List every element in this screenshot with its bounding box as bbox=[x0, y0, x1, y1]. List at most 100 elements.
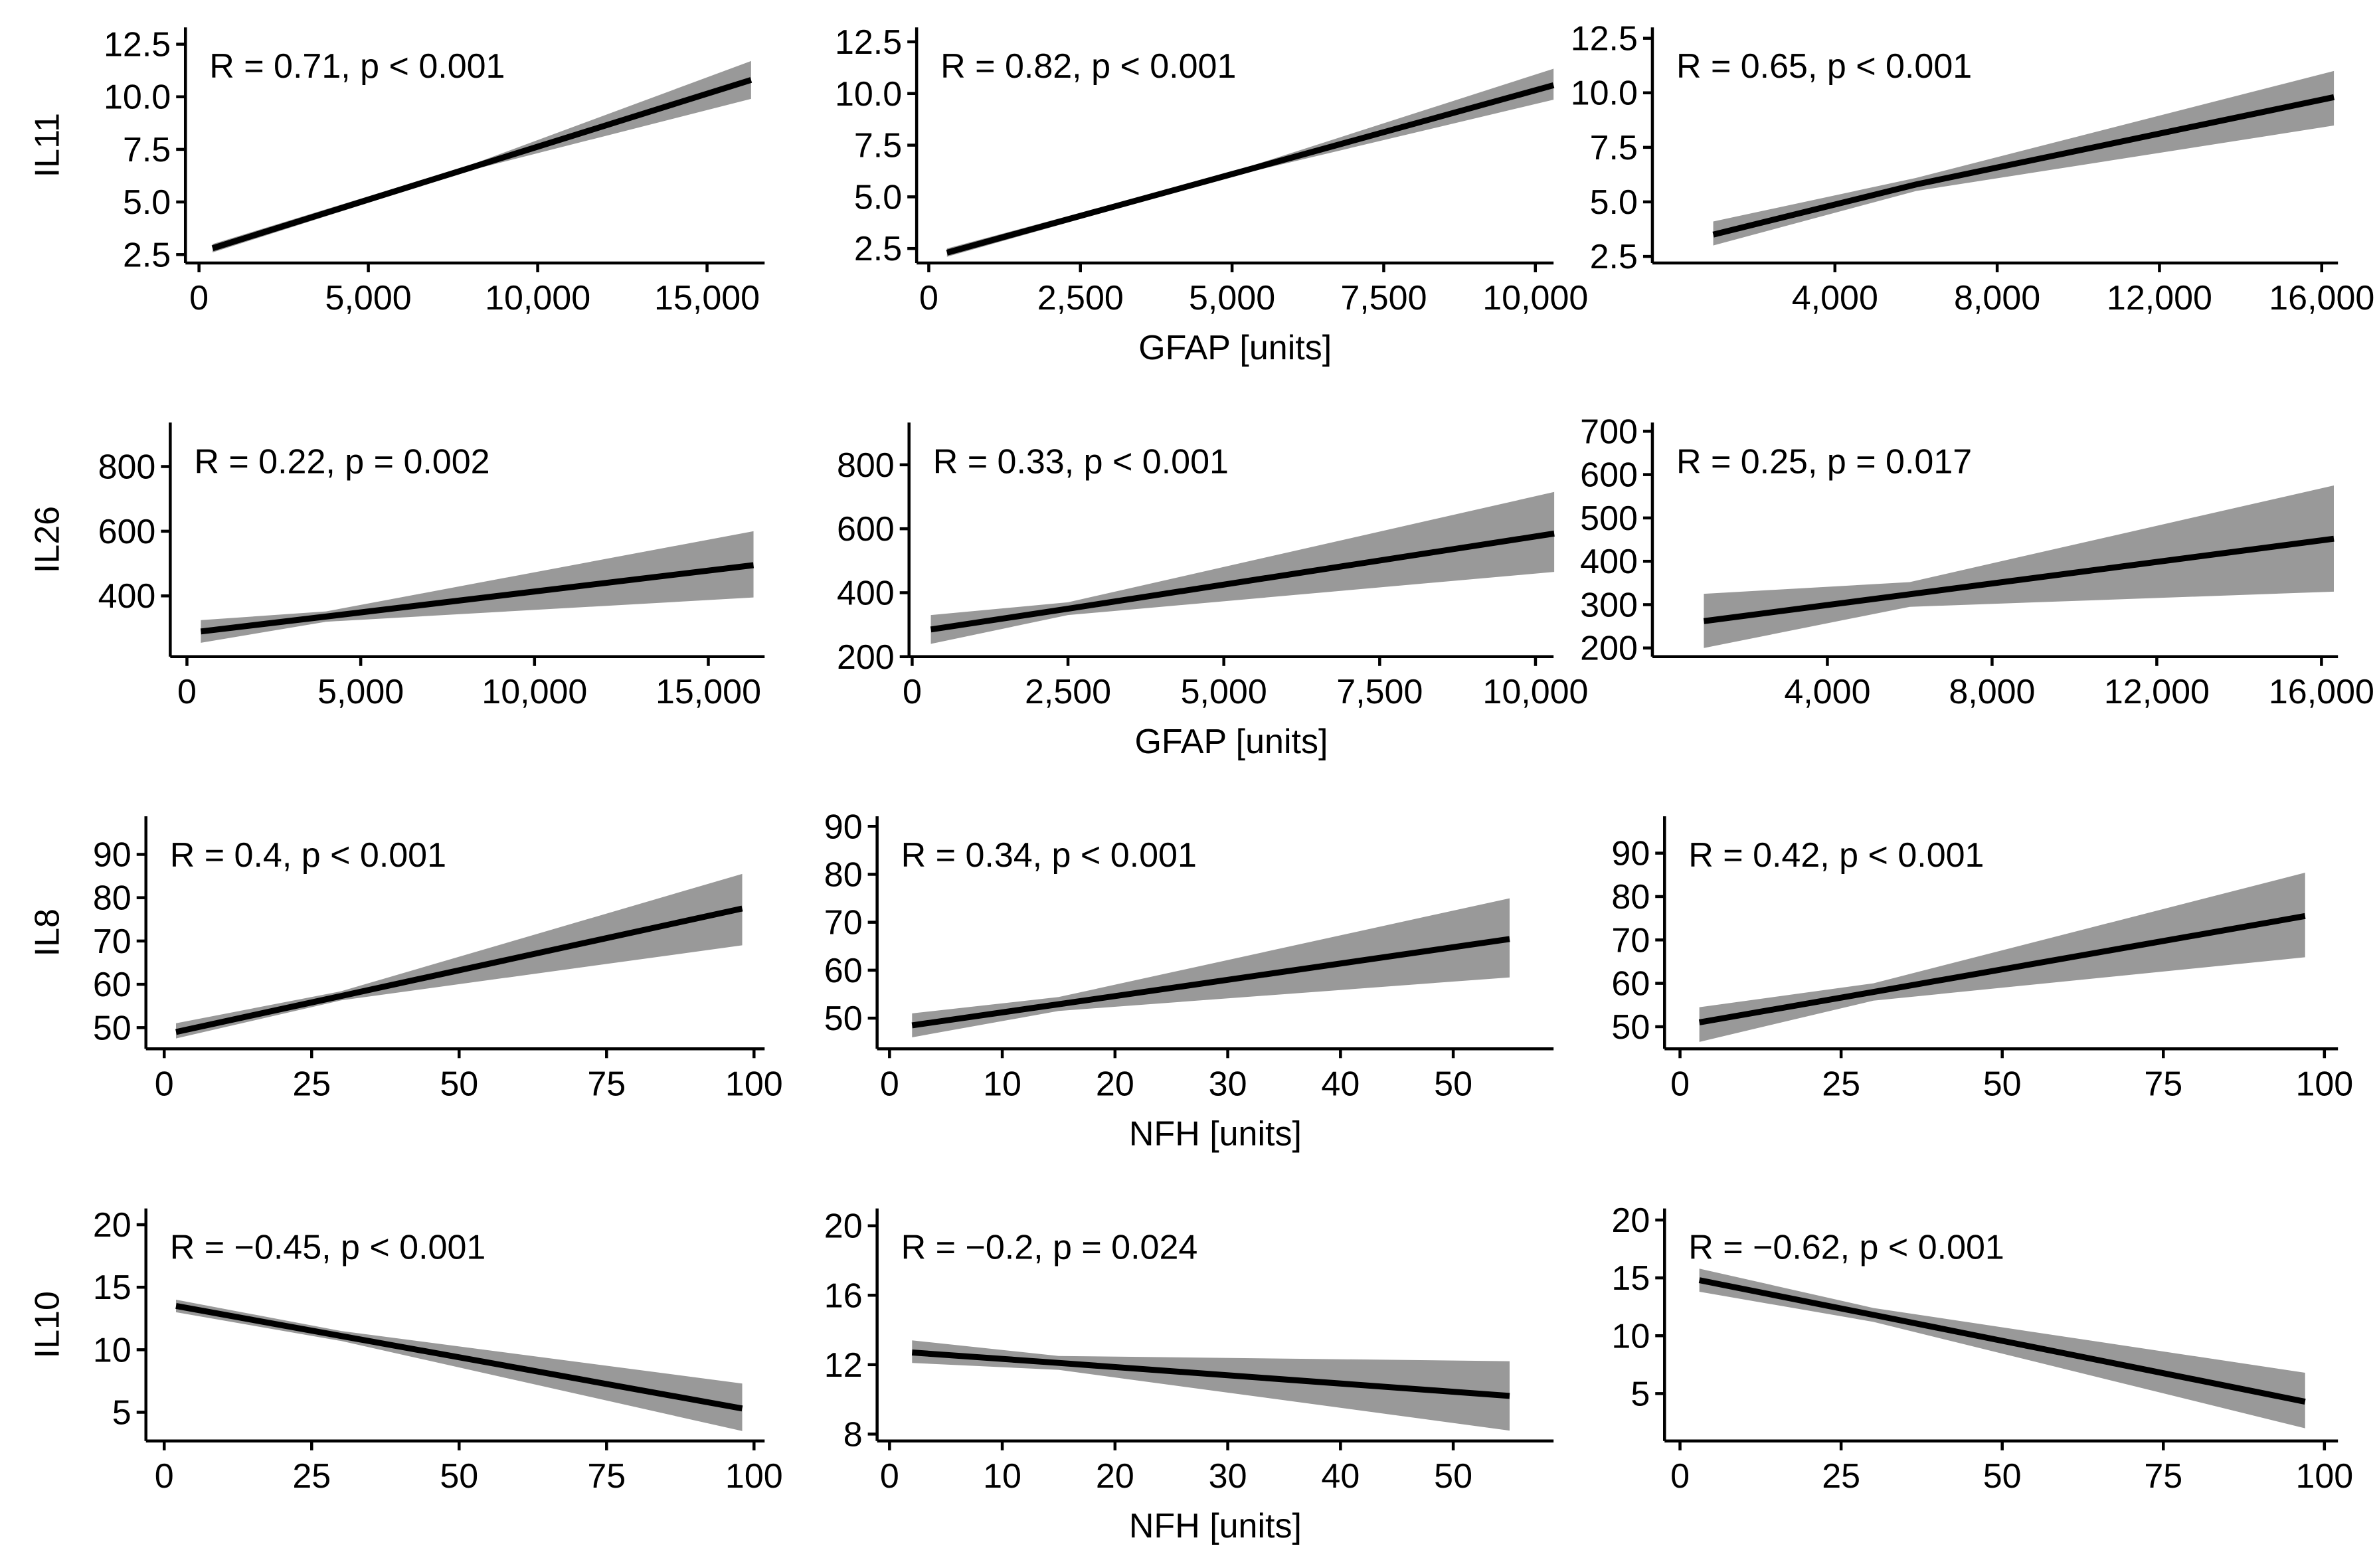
x-tick-label: 100 bbox=[2295, 1457, 2353, 1496]
x-tick-label: 25 bbox=[292, 1065, 331, 1103]
y-tick-label: 60 bbox=[93, 966, 132, 1004]
x-tick-label: 5,000 bbox=[1181, 673, 1267, 711]
x-tick-label: 20 bbox=[1096, 1457, 1134, 1496]
y-axis-title: IL26 bbox=[29, 506, 67, 573]
regression-line bbox=[175, 905, 743, 1035]
x-tick-label: 25 bbox=[1822, 1457, 1860, 1496]
x-tick-label: 15,000 bbox=[656, 673, 761, 711]
y-tick-label: 20 bbox=[1611, 1201, 1650, 1240]
x-tick-label: 7,500 bbox=[1336, 673, 1423, 711]
y-tick-label: 12.5 bbox=[835, 23, 902, 62]
y-tick-label: 10.0 bbox=[104, 78, 171, 117]
y-tick-label: 10.0 bbox=[1571, 74, 1638, 113]
y-tick-label: 80 bbox=[1611, 878, 1650, 916]
y-tick-label: 800 bbox=[837, 446, 895, 485]
x-tick-label: 5,000 bbox=[325, 279, 412, 317]
x-tick-label: 25 bbox=[1822, 1065, 1860, 1103]
y-tick-label: 60 bbox=[824, 952, 863, 990]
x-tick-label: 75 bbox=[587, 1065, 626, 1103]
y-axis-title: IL8 bbox=[29, 909, 67, 956]
annotation: R = 0.22, p = 0.002 bbox=[194, 442, 489, 481]
y-tick-label: 2.5 bbox=[854, 230, 902, 268]
y-tick-label: 90 bbox=[824, 808, 863, 846]
annotation: R = −0.62, p < 0.001 bbox=[1688, 1229, 2004, 1267]
y-tick-label: 400 bbox=[1580, 543, 1638, 581]
x-tick-label: 25 bbox=[292, 1457, 331, 1496]
x-axis-title: GFAP [units] bbox=[1134, 723, 1328, 761]
x-axis-title: NFH [units] bbox=[1129, 1114, 1302, 1153]
x-tick-label: 8,000 bbox=[1954, 279, 2040, 317]
y-tick-label: 12.5 bbox=[1571, 20, 1638, 58]
y-tick-label: 70 bbox=[824, 904, 863, 942]
y-tick-label: 2.5 bbox=[1590, 238, 1638, 276]
x-tick-label: 15,000 bbox=[654, 279, 760, 317]
y-tick-label: 7.5 bbox=[123, 131, 171, 169]
x-tick-label: 0 bbox=[177, 673, 197, 711]
x-tick-label: 75 bbox=[587, 1457, 626, 1496]
annotation: R = 0.42, p < 0.001 bbox=[1688, 836, 1984, 875]
y-tick-label: 50 bbox=[93, 1009, 132, 1047]
y-tick-label: 600 bbox=[98, 513, 156, 551]
regression-line bbox=[1698, 1277, 2306, 1405]
x-tick-label: 30 bbox=[1209, 1065, 1247, 1103]
x-tick-label: 100 bbox=[725, 1457, 783, 1496]
y-tick-label: 500 bbox=[1580, 499, 1638, 538]
y-tick-label: 5.0 bbox=[854, 178, 902, 217]
y-tick-label: 12.5 bbox=[104, 26, 171, 64]
x-tick-label: 2,500 bbox=[1025, 673, 1111, 711]
annotation: R = 0.82, p < 0.001 bbox=[940, 47, 1236, 86]
x-tick-label: 4,000 bbox=[1784, 673, 1870, 711]
y-tick-label: 70 bbox=[93, 922, 132, 961]
x-tick-label: 50 bbox=[440, 1065, 478, 1103]
x-tick-label: 50 bbox=[1983, 1065, 2022, 1103]
y-tick-label: 15 bbox=[1611, 1259, 1650, 1298]
x-tick-label: 4,000 bbox=[1792, 279, 1878, 317]
x-tick-label: 40 bbox=[1321, 1065, 1360, 1103]
y-tick-label: 12 bbox=[824, 1346, 863, 1385]
confidence-band bbox=[201, 531, 754, 643]
y-tick-label: 10 bbox=[93, 1331, 132, 1369]
annotation: R = 0.25, p = 0.017 bbox=[1676, 442, 1972, 481]
y-tick-label: 700 bbox=[1580, 412, 1638, 451]
x-tick-label: 0 bbox=[880, 1457, 899, 1496]
x-tick-label: 0 bbox=[880, 1065, 899, 1103]
y-tick-label: 200 bbox=[1580, 630, 1638, 668]
x-tick-label: 50 bbox=[1983, 1457, 2022, 1496]
x-tick-label: 75 bbox=[2144, 1065, 2182, 1103]
y-tick-label: 600 bbox=[837, 510, 895, 549]
annotation: R = 0.4, p < 0.001 bbox=[170, 836, 446, 875]
x-tick-label: 0 bbox=[189, 279, 209, 317]
x-tick-label: 0 bbox=[919, 279, 938, 317]
x-tick-label: 50 bbox=[1434, 1065, 1472, 1103]
regression-line bbox=[211, 77, 752, 252]
regression-line bbox=[1703, 535, 2335, 624]
x-tick-label: 10 bbox=[983, 1065, 1021, 1103]
confidence-band bbox=[912, 1340, 1510, 1431]
y-tick-label: 5.0 bbox=[123, 183, 171, 222]
y-tick-label: 90 bbox=[1611, 835, 1650, 873]
y-tick-label: 400 bbox=[837, 574, 895, 612]
x-tick-label: 75 bbox=[2144, 1457, 2182, 1496]
x-tick-label: 100 bbox=[725, 1065, 783, 1103]
x-axis-title: GFAP [units] bbox=[1138, 329, 1332, 367]
x-tick-label: 5,000 bbox=[1189, 279, 1275, 317]
annotation: R = 0.71, p < 0.001 bbox=[209, 47, 505, 86]
x-tick-label: 10,000 bbox=[1482, 673, 1588, 711]
x-tick-label: 12,000 bbox=[2107, 279, 2212, 317]
x-tick-label: 0 bbox=[1670, 1457, 1690, 1496]
y-tick-label: 10 bbox=[1611, 1317, 1650, 1355]
x-tick-label: 30 bbox=[1209, 1457, 1247, 1496]
x-tick-label: 10 bbox=[983, 1457, 1021, 1496]
x-tick-label: 10,000 bbox=[485, 279, 590, 317]
y-tick-label: 20 bbox=[93, 1206, 132, 1245]
y-axis-title: IL11 bbox=[29, 113, 67, 177]
x-tick-label: 7,500 bbox=[1340, 279, 1427, 317]
x-tick-label: 40 bbox=[1321, 1457, 1360, 1496]
x-tick-label: 5,000 bbox=[317, 673, 404, 711]
x-tick-label: 50 bbox=[440, 1457, 478, 1496]
regression-line bbox=[911, 936, 1510, 1029]
y-tick-label: 800 bbox=[98, 448, 156, 487]
y-tick-label: 90 bbox=[93, 835, 132, 874]
y-tick-label: 20 bbox=[824, 1207, 863, 1246]
